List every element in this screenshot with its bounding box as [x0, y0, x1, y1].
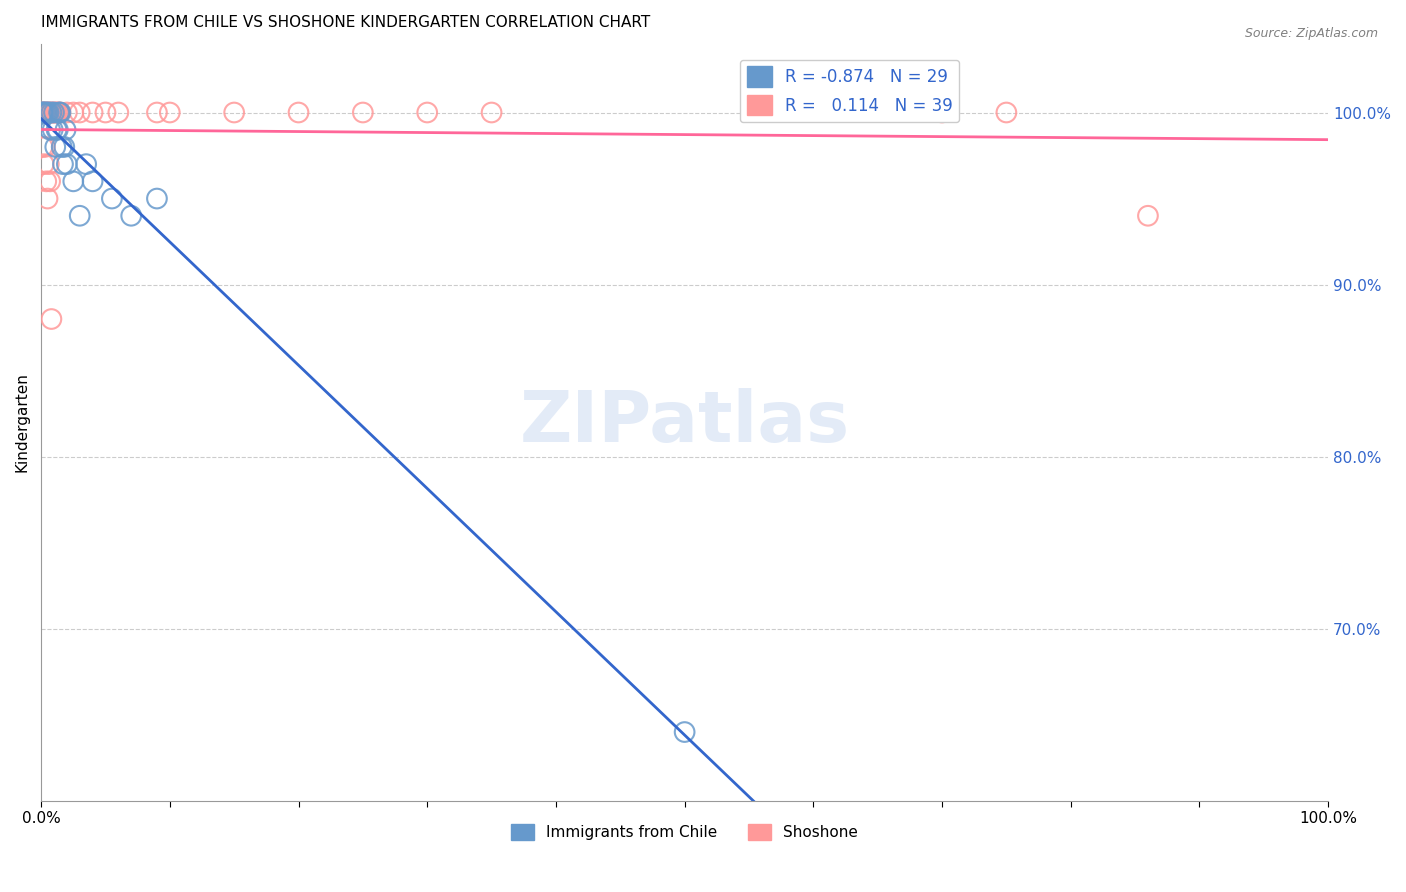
Point [46, 122, 69, 136]
Point [41, 105, 63, 120]
Point [48, 105, 70, 120]
Point [31, 140, 53, 154]
Point [52, 157, 75, 171]
Point [38, 105, 60, 120]
Point [352, 105, 374, 120]
Point [120, 209, 142, 223]
Point [75, 157, 97, 171]
Point [34, 140, 56, 154]
Point [69, 209, 91, 223]
Point [37, 105, 59, 120]
Point [62, 105, 84, 120]
Point [481, 105, 503, 120]
Point [995, 105, 1018, 120]
Point [37, 105, 59, 120]
Point [107, 105, 129, 120]
Point [35, 174, 58, 188]
Point [39, 174, 62, 188]
Point [159, 105, 181, 120]
Point [38, 105, 60, 120]
Point [69, 105, 91, 120]
Point [82, 174, 104, 188]
Point [56, 105, 79, 120]
Point [41, 105, 63, 120]
Point [32, 105, 55, 120]
Point [46, 105, 69, 120]
Text: ZIPatlas: ZIPatlas [520, 388, 849, 457]
Point [39, 122, 62, 136]
Point [31, 105, 53, 120]
Point [32, 157, 55, 171]
Point [32, 105, 55, 120]
Point [44, 105, 66, 120]
Point [45, 105, 67, 120]
Point [45, 122, 67, 136]
Point [49, 105, 72, 120]
Point [1136, 209, 1159, 223]
Point [51, 140, 73, 154]
Point [34, 105, 56, 120]
Point [38, 157, 60, 171]
Point [48, 105, 70, 120]
Legend: Immigrants from Chile, Shoshone: Immigrants from Chile, Shoshone [505, 818, 865, 847]
Point [34, 105, 56, 120]
Text: IMMIGRANTS FROM CHILE VS SHOSHONE KINDERGARTEN CORRELATION CHART: IMMIGRANTS FROM CHILE VS SHOSHONE KINDER… [41, 15, 651, 30]
Point [31, 105, 53, 120]
Point [41, 312, 63, 326]
Point [101, 192, 124, 206]
Point [82, 105, 104, 120]
Point [62, 174, 84, 188]
Point [931, 105, 953, 120]
Point [673, 725, 696, 739]
Point [35, 105, 58, 120]
Point [146, 192, 169, 206]
Point [287, 105, 309, 120]
Point [94, 105, 117, 120]
Point [49, 105, 72, 120]
Point [224, 105, 246, 120]
Point [55, 122, 77, 136]
Point [56, 157, 79, 171]
Text: Source: ZipAtlas.com: Source: ZipAtlas.com [1244, 27, 1378, 40]
Point [41, 105, 63, 120]
Point [37, 192, 59, 206]
Point [53, 140, 76, 154]
Point [42, 105, 65, 120]
Point [416, 105, 439, 120]
Point [42, 105, 65, 120]
Point [146, 105, 169, 120]
Point [44, 140, 66, 154]
Point [31, 105, 53, 120]
Point [35, 105, 58, 120]
Point [39, 105, 62, 120]
Y-axis label: Kindergarten: Kindergarten [15, 372, 30, 472]
Point [41, 122, 63, 136]
